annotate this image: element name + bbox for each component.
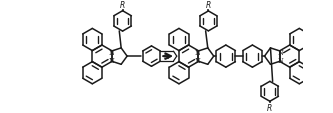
Text: N: N [195,56,201,64]
Text: N: N [277,49,283,57]
Text: R: R [267,103,272,112]
Text: R: R [206,1,211,10]
Text: N: N [277,56,283,64]
Text: N: N [108,56,114,64]
Text: Br: Br [163,54,170,60]
Text: R: R [120,1,125,10]
Text: N: N [108,49,114,57]
Text: N: N [195,49,201,57]
